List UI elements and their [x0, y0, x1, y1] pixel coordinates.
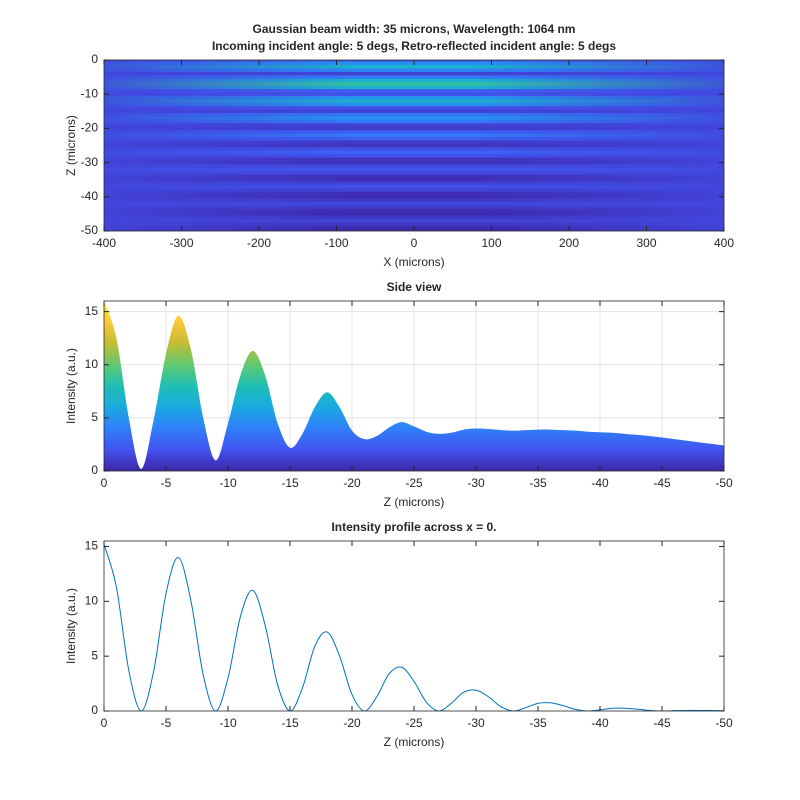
x-tick-label: -30 — [467, 476, 485, 490]
y-tick-label: 5 — [91, 410, 98, 424]
y-tick-label: 10 — [85, 593, 99, 607]
y-axis-label: Intensity (a.u.) — [64, 588, 78, 664]
x-tick-label: -50 — [715, 716, 733, 730]
area — [104, 301, 724, 471]
y-tick-label: 0 — [91, 703, 98, 717]
y-axis-label: Z (microns) — [64, 115, 78, 176]
x-tick-label: -300 — [169, 236, 193, 250]
x-tick-label: -100 — [324, 236, 348, 250]
x-tick-label: -50 — [715, 476, 733, 490]
x-tick-label: -5 — [161, 716, 172, 730]
x-tick-label: 0 — [101, 476, 108, 490]
x-tick-label: -20 — [343, 716, 361, 730]
x-tick-label: 400 — [714, 236, 734, 250]
x-tick-label: -30 — [467, 716, 485, 730]
x-tick-label: -5 — [161, 476, 172, 490]
x-tick-label: 0 — [101, 716, 108, 730]
y-tick-label: 10 — [85, 357, 99, 371]
y-tick-label: 15 — [85, 539, 99, 553]
x-tick-label: 100 — [481, 236, 501, 250]
x-tick-label: -400 — [92, 236, 116, 250]
y-tick-label: -20 — [81, 121, 99, 135]
x-axis-label: Z (microns) — [384, 735, 445, 749]
x-tick-label: 300 — [636, 236, 656, 250]
x-tick-label: -45 — [653, 716, 671, 730]
y-tick-label: 5 — [91, 648, 98, 662]
chart-title: Incoming incident angle: 5 degs, Retro-r… — [212, 39, 616, 53]
plot-area — [104, 301, 724, 471]
y-tick-label: -50 — [81, 223, 99, 237]
x-tick-label: -25 — [405, 716, 423, 730]
x-tick-label: -15 — [281, 476, 299, 490]
y-tick-label: -10 — [81, 86, 99, 100]
x-tick-label: 200 — [559, 236, 579, 250]
y-axis-label: Intensity (a.u.) — [64, 348, 78, 424]
axes-box — [103, 540, 725, 712]
x-axis-label: X (microns) — [383, 255, 444, 269]
line — [104, 544, 724, 711]
x-tick-label: -35 — [529, 716, 547, 730]
edge-fade — [104, 60, 724, 231]
x-tick-label: -200 — [247, 236, 271, 250]
x-tick-label: -10 — [219, 716, 237, 730]
x-tick-label: -40 — [591, 716, 609, 730]
x-tick-label: -40 — [591, 476, 609, 490]
y-tick-label: 15 — [85, 304, 99, 318]
plot-area — [104, 544, 724, 711]
x-tick-label: -10 — [219, 476, 237, 490]
y-tick-label: 0 — [91, 463, 98, 477]
chart-title: Side view — [387, 280, 442, 294]
plot-area — [104, 60, 724, 231]
x-tick-label: -25 — [405, 476, 423, 490]
x-tick-label: -15 — [281, 716, 299, 730]
x-tick-label: -35 — [529, 476, 547, 490]
y-tick-label: -40 — [81, 189, 99, 203]
y-tick-label: -30 — [81, 155, 99, 169]
x-axis-label: Z (microns) — [384, 495, 445, 509]
chart-title: Gaussian beam width: 35 microns, Wavelen… — [253, 22, 576, 36]
x-tick-label: 0 — [411, 236, 418, 250]
x-tick-label: -45 — [653, 476, 671, 490]
x-tick-label: -20 — [343, 476, 361, 490]
y-tick-label: 0 — [91, 52, 98, 66]
chart-title: Intensity profile across x = 0. — [331, 520, 496, 534]
